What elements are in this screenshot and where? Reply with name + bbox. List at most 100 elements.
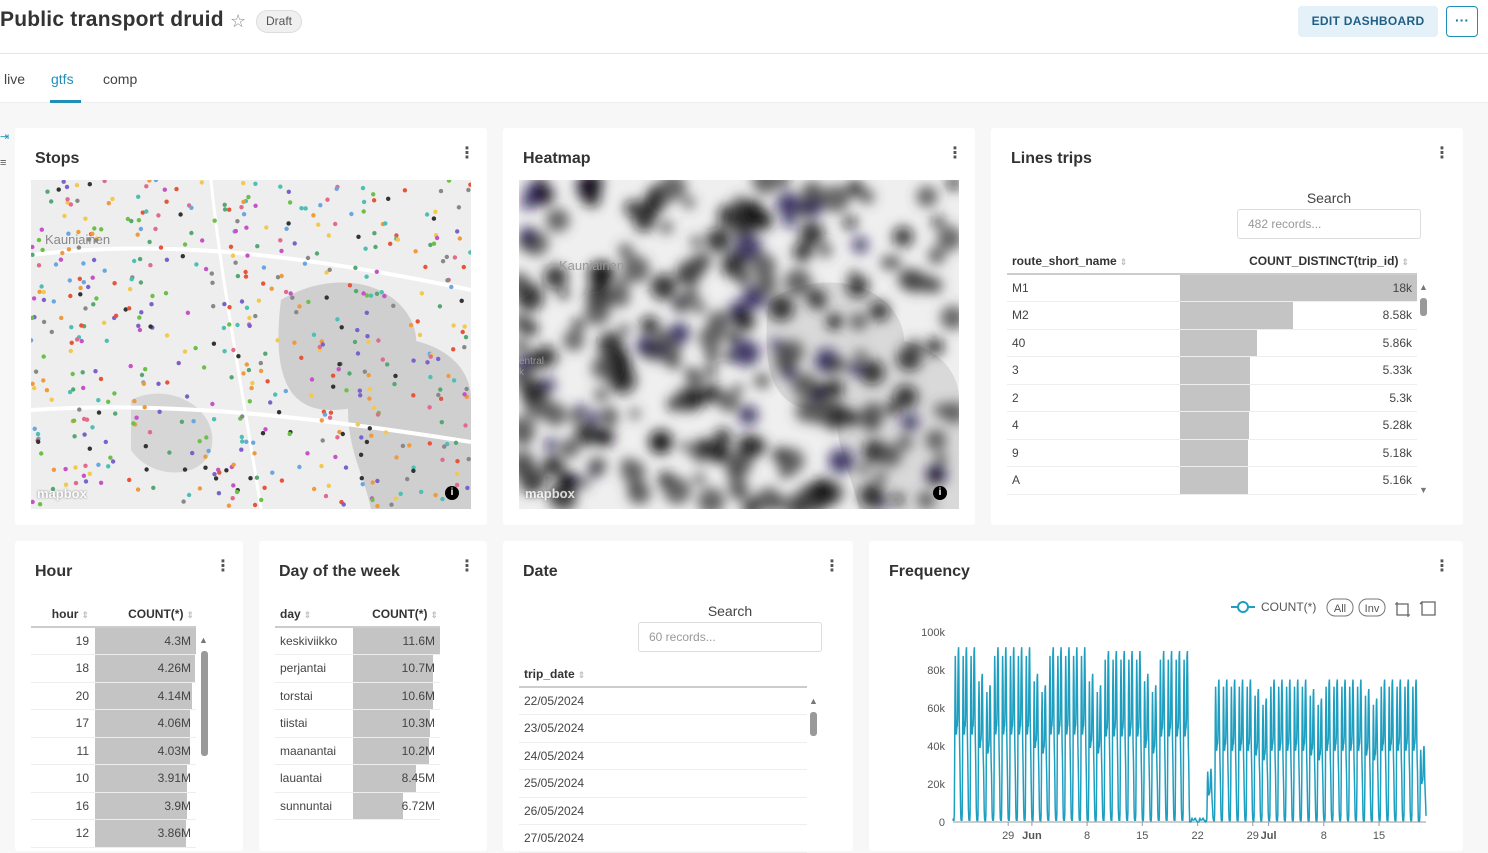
table-row[interactable]: tiistai 10.3M (275, 709, 440, 738)
value-bar (95, 710, 191, 737)
date-menu-icon[interactable]: ⋮ (824, 558, 840, 575)
scrollbar-thumb[interactable] (810, 712, 817, 736)
stop-point (275, 338, 280, 343)
table-row[interactable]: perjantai 10.7M (275, 654, 440, 683)
table-row[interactable]: 19 4.3M (31, 627, 196, 655)
toggle-all-button[interactable]: All (1326, 598, 1354, 617)
stop-point (415, 319, 420, 324)
table-row[interactable]: 27/05/2024 (519, 824, 807, 853)
mapbox-logo[interactable]: mapbox (525, 486, 575, 501)
table-row[interactable]: 16 3.9M (31, 792, 196, 820)
column-header-count[interactable]: COUNT(*) ⇕ (95, 601, 196, 628)
table-row[interactable]: 24/05/2024 (519, 742, 807, 770)
day-of-week-menu-icon[interactable]: ⋮ (459, 558, 475, 575)
filter-icon[interactable]: ≡ (0, 157, 7, 169)
zoom-reset-icon[interactable] (1419, 601, 1436, 616)
tab-comp[interactable]: comp (103, 71, 138, 87)
series-line (952, 647, 1427, 824)
tab-gtfs[interactable]: gtfs (51, 71, 74, 87)
stops-menu-icon[interactable]: ⋮ (459, 145, 475, 162)
column-header-hour[interactable]: hour ⇕ (31, 601, 95, 628)
table-row[interactable]: 11 4.03M (31, 737, 196, 765)
table-row[interactable]: torstai 10.6M (275, 682, 440, 710)
table-row[interactable]: 3 5.33k (1007, 356, 1417, 385)
value-text: 10.3M (401, 716, 435, 731)
star-icon[interactable]: ☆ (230, 11, 247, 31)
stop-point (278, 184, 283, 189)
stop-point (184, 394, 190, 399)
x-tick-label: 8 (1321, 830, 1327, 842)
lines-trips-menu-icon[interactable]: ⋮ (1434, 145, 1450, 162)
table-row[interactable]: 4 5.28k (1007, 411, 1417, 440)
stop-point (324, 270, 329, 275)
x-tick-label: 22 (1191, 830, 1203, 842)
zoom-select-icon[interactable] (1395, 602, 1410, 617)
table-row[interactable]: 26/05/2024 (519, 797, 807, 825)
chart-legend[interactable]: COUNT(*) (1231, 600, 1316, 614)
row-label: tiistai (275, 709, 353, 738)
toggle-inv-button[interactable]: Inv (1358, 598, 1386, 617)
edit-dashboard-button[interactable]: EDIT DASHBOARD (1298, 6, 1438, 37)
scrollbar-thumb[interactable] (201, 651, 208, 756)
column-header-count[interactable]: COUNT(*) ⇕ (353, 601, 440, 628)
column-header-route[interactable]: route_short_name ⇕ (1007, 248, 1180, 275)
scroll-up-icon[interactable]: ▲ (199, 635, 208, 645)
table-row[interactable]: 18 4.26M (31, 654, 196, 683)
heat-blob (705, 348, 719, 362)
hour-menu-icon[interactable]: ⋮ (215, 558, 231, 575)
stop-point (222, 301, 227, 307)
table-row[interactable]: 23/05/2024 (519, 714, 807, 743)
stops-map-canvas[interactable] (31, 180, 471, 509)
table-row[interactable]: 17 4.06M (31, 709, 196, 738)
stop-point (386, 196, 391, 201)
heat-blob (647, 187, 660, 200)
heatmap-menu-icon[interactable]: ⋮ (947, 145, 963, 162)
heat-blob (519, 338, 529, 354)
stop-point (275, 275, 281, 280)
info-icon[interactable]: i (933, 486, 947, 500)
table-row[interactable]: A 5.16k (1007, 466, 1417, 495)
table-row[interactable]: M2 8.58k (1007, 301, 1417, 330)
table-row[interactable]: 20 4.14M (31, 682, 196, 710)
table-row[interactable]: 22/05/2024 (519, 687, 807, 715)
info-icon[interactable]: i (445, 486, 459, 500)
heat-blob (572, 318, 585, 331)
table-row[interactable]: 25/05/2024 (519, 769, 807, 798)
stop-point (374, 291, 380, 296)
stop-point (344, 388, 349, 393)
stop-point (241, 212, 247, 217)
stop-point (424, 212, 430, 217)
scroll-down-icon[interactable]: ▼ (1419, 485, 1428, 495)
heat-blob (704, 364, 717, 377)
mapbox-logo[interactable]: mapbox (37, 486, 87, 501)
table-row[interactable]: M1 18k (1007, 274, 1417, 302)
scroll-up-icon[interactable]: ▲ (809, 696, 818, 706)
table-row[interactable]: 9 5.18k (1007, 439, 1417, 467)
table-row[interactable]: 12 3.86M (31, 819, 196, 848)
scrollbar-thumb[interactable] (1420, 298, 1427, 316)
heat-blob (633, 209, 656, 232)
stop-point (317, 348, 322, 353)
table-row[interactable]: 40 5.86k (1007, 329, 1417, 357)
tab-live[interactable]: live (4, 71, 26, 87)
scroll-up-icon[interactable]: ▲ (1419, 282, 1428, 292)
date-search-input[interactable]: 60 records... (638, 622, 822, 652)
column-header-count[interactable]: COUNT_DISTINCT(trip_id) ⇕ (1180, 248, 1417, 275)
heatmap-map[interactable]: Kauniainen entral k mapbox i (519, 180, 959, 509)
stop-point (463, 335, 469, 340)
column-header-day[interactable]: day ⇕ (275, 601, 353, 628)
stop-point (163, 291, 169, 296)
table-row[interactable]: lauantai 8.45M (275, 764, 440, 793)
lines-search-input[interactable]: 482 records... (1237, 209, 1421, 239)
heatmap-canvas[interactable] (519, 180, 959, 509)
column-header-trip-date[interactable]: trip_date ⇕ (519, 661, 807, 688)
table-row[interactable]: 2 5.3k (1007, 384, 1417, 412)
table-row[interactable]: sunnuntai 6.72M (275, 792, 440, 820)
collapse-filters-icon[interactable]: ⇥ (0, 131, 10, 143)
stop-point (37, 502, 43, 507)
more-options-button[interactable]: ··· (1446, 6, 1478, 37)
stops-map[interactable]: Kauniainen mapbox i (31, 180, 471, 509)
table-row[interactable]: maanantai 10.2M (275, 737, 440, 765)
table-row[interactable]: keskiviikko 11.6M (275, 627, 440, 655)
table-row[interactable]: 10 3.91M (31, 764, 196, 793)
